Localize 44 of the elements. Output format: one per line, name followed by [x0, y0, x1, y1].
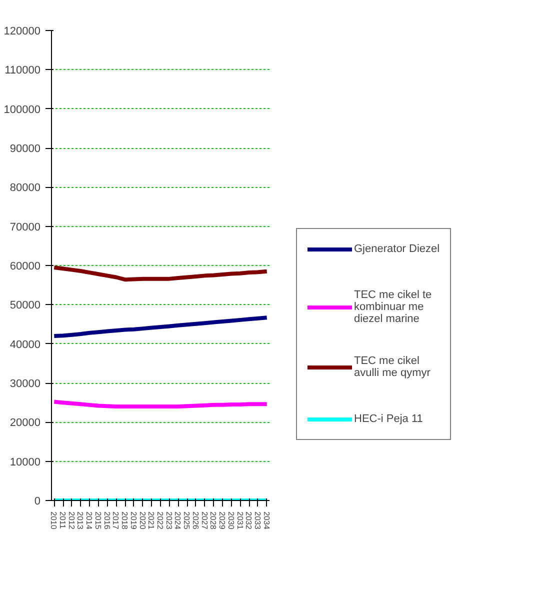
x-tick-label: 2023	[164, 512, 174, 530]
y-tick-label: 70000	[10, 221, 41, 234]
x-tick-label: 2016	[102, 512, 112, 530]
y-tick-label: 120000	[4, 26, 41, 38]
y-tick-label: 90000	[10, 143, 41, 155]
y-tick-label: 30000	[10, 378, 41, 390]
x-tick-label: 2026	[190, 512, 200, 530]
x-tick-label: 2017	[111, 512, 120, 530]
x-tick-label: 2019	[128, 512, 138, 530]
legend-label: Gjenerator Diezel	[354, 243, 440, 255]
x-tick-label: 2028	[208, 512, 218, 530]
x-tick-label: 2029	[218, 512, 227, 530]
x-tick-label: 2011	[58, 512, 68, 530]
y-tick-label: 60000	[10, 260, 41, 272]
y-tick-label: 80000	[10, 182, 41, 194]
legend-label: TEC me cikel avulli me qymyr	[354, 355, 430, 379]
x-tick-label: 2013	[76, 512, 85, 530]
line-series	[52, 316, 269, 338]
x-tick-label: 2027	[200, 512, 209, 530]
y-tick-label: 0	[34, 496, 41, 508]
x-tick-label: 2024	[173, 512, 182, 530]
line-series	[52, 265, 269, 282]
y-tick-label: 100000	[4, 104, 41, 116]
y-tick-label: 10000	[10, 456, 41, 468]
legend-label: HEC-i Peja 11	[354, 413, 423, 425]
x-tick-label: 2014	[84, 512, 94, 530]
x-tick-label: 2034	[262, 512, 271, 530]
x-tick-label: 2033	[252, 512, 262, 530]
x-tick-label: 2010	[49, 512, 58, 530]
x-tick-label: 2025	[182, 512, 192, 530]
x-tick-label: 2022	[156, 512, 164, 530]
x-tick-label: 2021	[146, 512, 156, 530]
x-tick-label: 2012	[66, 512, 76, 530]
x-tick-label: 2020	[138, 512, 147, 530]
y-tick-label: 40000	[10, 338, 41, 351]
y-tick-label: 50000	[10, 300, 41, 312]
y-tick-label: 110000	[4, 64, 40, 77]
x-tick-label: 2018	[120, 512, 130, 530]
x-tick-label: 2015	[93, 512, 102, 530]
y-tick-label: 20000	[10, 417, 41, 430]
legend-label: TEC me cikel te kombinuar me diezel marine	[354, 289, 432, 325]
x-tick-label: 2032	[244, 512, 254, 530]
x-tick-label: 2030	[226, 512, 236, 530]
x-tick-label: 2031	[235, 512, 244, 530]
